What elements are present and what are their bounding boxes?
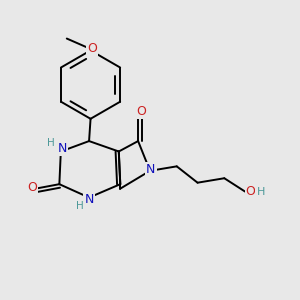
- Text: O: O: [245, 185, 255, 198]
- Text: N: N: [146, 163, 156, 176]
- Text: H: H: [47, 138, 55, 148]
- Text: O: O: [87, 42, 97, 56]
- Text: H: H: [76, 201, 84, 211]
- Text: N: N: [84, 193, 94, 206]
- Text: N: N: [58, 142, 67, 155]
- Text: O: O: [136, 105, 146, 118]
- Text: H: H: [256, 187, 265, 196]
- Text: O: O: [27, 181, 37, 194]
